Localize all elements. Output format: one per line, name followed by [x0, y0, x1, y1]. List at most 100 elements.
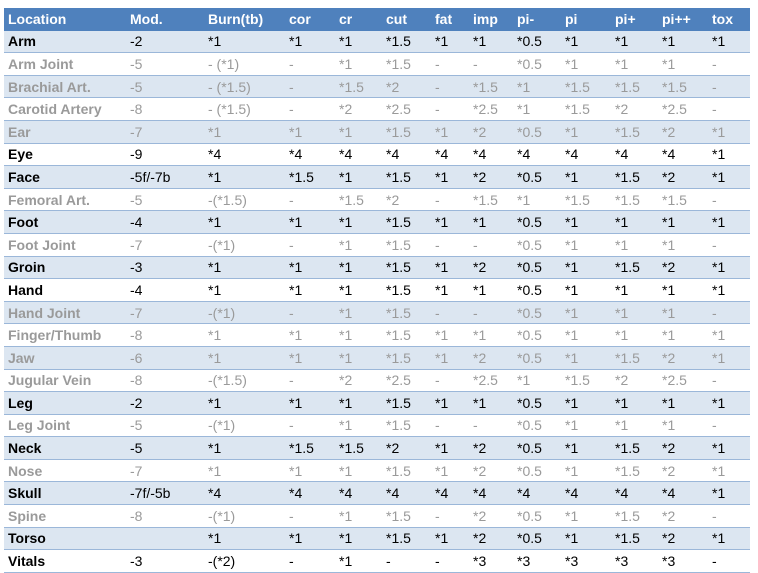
cell-imp: - [469, 52, 513, 76]
cell-pi-minus: *1 [513, 369, 561, 393]
cell-pi-plus-plus: *3 [658, 549, 708, 573]
cell-cut: *2.5 [382, 97, 431, 121]
cell-pi: *1 [561, 414, 611, 438]
table-row: Arm Joint -5- (*1) - *1 *1.5- - *0.5 *1 *1 *1- [4, 52, 750, 76]
cell-modifier: -9 [126, 143, 204, 167]
cell-location: Jugular Vein [4, 369, 126, 393]
table-row: Brachial Art. -5- (*1.5) - *1.5 *2- *1.5 *1 *1.… [4, 75, 750, 99]
cell-pi-plus-plus: *2 [658, 120, 708, 144]
cell-pi-plus-plus: *1 [658, 52, 708, 76]
cell-cr: *4 [335, 481, 382, 506]
cell-tox: - [708, 52, 750, 76]
cell-modifier: -5 [126, 436, 204, 460]
cell-imp: *2.5 [469, 369, 513, 393]
cell-cr: *1 [335, 278, 382, 302]
cell-pi: *1 [561, 278, 611, 302]
cell-pi: *1.5 [561, 97, 611, 121]
cell-imp: *2 [469, 527, 513, 551]
cell-pi-minus: *0.5 [513, 52, 561, 76]
cell-cr: *1 [335, 549, 382, 573]
hit-location-table: Location Mod. Burn(tb) cor cr cut fat im… [4, 8, 750, 573]
cell-cor: *1 [285, 346, 335, 370]
cell-location: Skull [4, 481, 126, 506]
cell-pi: *4 [561, 143, 611, 167]
cell-cut: *1.5 [382, 391, 431, 415]
cell-pi-plus-plus: *2 [658, 504, 708, 528]
table-row: Hand -4 *1 *1 *1 *1.5 *1 *1 *0.5 *1 *1 *1 *1 [4, 278, 750, 302]
cell-imp: *1 [469, 278, 513, 302]
cell-pi: *1 [561, 52, 611, 76]
cell-location: Ear [4, 120, 126, 144]
cell-burn: *1 [204, 165, 285, 189]
cell-location: Groin [4, 256, 126, 280]
cell-cut: *2 [382, 436, 431, 460]
cell-burn: *1 [204, 346, 285, 370]
cell-modifier: -2 [126, 30, 204, 54]
column-header-imp: imp [469, 8, 513, 31]
table-row: Jaw -6 *1 *1 *1 *1.5 *1 *2 *0.5 *1 *1.5 *2 *1 [4, 346, 750, 370]
cell-fat: *1 [431, 120, 469, 144]
cell-imp: - [469, 233, 513, 257]
cell-cr: *1 [335, 30, 382, 54]
cell-pi-plus-plus: *1 [658, 391, 708, 415]
cell-pi: *1 [561, 436, 611, 460]
cell-pi-plus-plus: *1.5 [658, 188, 708, 212]
cell-burn: -(*1.5) [204, 188, 285, 212]
cell-pi-plus: *1.5 [611, 188, 658, 212]
cell-tox: - [708, 97, 750, 121]
cell-pi-plus-plus: *2.5 [658, 369, 708, 393]
cell-cut: *1.5 [382, 120, 431, 144]
cell-pi-plus-plus: *1 [658, 301, 708, 325]
cell-tox: *1 [708, 459, 750, 483]
cell-fat: - [431, 301, 469, 325]
cell-cr: *1 [335, 504, 382, 528]
column-header-tox: tox [708, 8, 750, 31]
cell-pi-plus: *1.5 [611, 527, 658, 551]
column-header-pi-minus: pi- [513, 8, 561, 31]
cell-imp: - [469, 414, 513, 438]
cell-burn: *1 [204, 323, 285, 347]
cell-fat: *1 [431, 436, 469, 460]
cell-burn: *1 [204, 459, 285, 483]
cell-tox: - [708, 233, 750, 257]
cell-pi-minus: *0.5 [513, 233, 561, 257]
cell-pi-minus: *4 [513, 481, 561, 506]
cell-tox: *1 [708, 323, 750, 347]
table-row: Groin -3 *1 *1 *1 *1.5 *1 *2 *0.5 *1 *1.5 *2 *1 [4, 256, 750, 280]
cell-pi-minus: *0.5 [513, 301, 561, 325]
cell-location: Arm Joint [4, 52, 126, 76]
cell-tox: *1 [708, 391, 750, 415]
cell-modifier: -5f/-7b [126, 165, 204, 189]
cell-modifier: -6 [126, 346, 204, 370]
cell-pi-minus: *0.5 [513, 165, 561, 189]
cell-tox: *1 [708, 165, 750, 189]
cell-cr: *1 [335, 233, 382, 257]
cell-location: Foot [4, 210, 126, 234]
cell-cut: *1.5 [382, 165, 431, 189]
cell-cr: *1 [335, 346, 382, 370]
table-row: Arm -2 *1 *1 *1 *1.5 *1 *1 *0.5 *1 *1 *1 *1 [4, 30, 750, 54]
cell-fat: *4 [431, 143, 469, 167]
cell-burn: *1 [204, 436, 285, 460]
cell-modifier: -5 [126, 75, 204, 99]
cell-modifier: -7f/-5b [126, 481, 204, 506]
cell-cut: *4 [382, 481, 431, 506]
cell-pi-plus: *3 [611, 549, 658, 573]
cell-pi-minus: *0.5 [513, 346, 561, 370]
table-row: Torso *1 *1 *1 *1.5 *1 *2 *0.5 *1 *1.5 *2 *1 [4, 527, 750, 551]
cell-pi-minus: *0.5 [513, 278, 561, 302]
cell-location: Brachial Art. [4, 75, 126, 99]
cell-burn: -(*1) [204, 233, 285, 257]
cell-cor: *1 [285, 459, 335, 483]
cell-pi-plus-plus: *4 [658, 481, 708, 506]
cell-tox: - [708, 75, 750, 99]
cell-cr: *1 [335, 256, 382, 280]
cell-cr: *1 [335, 414, 382, 438]
cell-tox: *1 [708, 527, 750, 551]
cell-imp: *1.5 [469, 75, 513, 99]
cell-modifier: -5 [126, 414, 204, 438]
cell-pi: *1.5 [561, 75, 611, 99]
cell-burn: *1 [204, 391, 285, 415]
cell-imp: *2 [469, 436, 513, 460]
cell-location: Femoral Art. [4, 188, 126, 212]
